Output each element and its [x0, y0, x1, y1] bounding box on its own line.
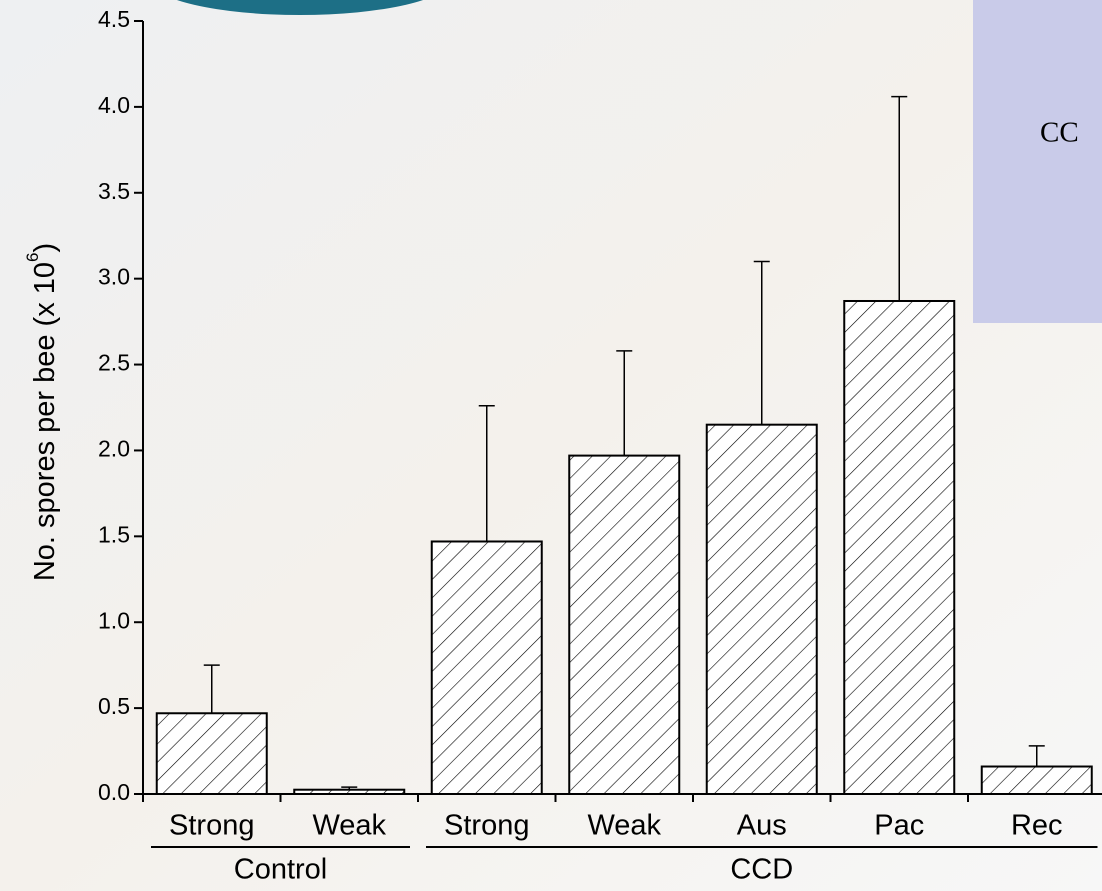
background-blob [176, 0, 424, 15]
y-tick-label: 3.5 [98, 178, 130, 204]
x-tick-label: Aus [737, 810, 787, 842]
bar [705, 423, 818, 795]
y-label-text: No. spores per bee (x 10 [29, 262, 61, 581]
x-tick-label: Strong [169, 810, 254, 842]
bar [430, 540, 543, 796]
y-tick-label: 4.0 [98, 92, 130, 118]
overlay-text: CC [1040, 117, 1079, 149]
y-tick-label: 0.5 [98, 693, 130, 719]
x-tick-label: Weak [587, 810, 661, 842]
y-tick-label: 2.0 [98, 436, 130, 462]
y-label-sup: 6 [23, 253, 42, 262]
y-tick-label: 1.0 [98, 607, 130, 633]
y-label-end: ) [29, 243, 61, 253]
x-tick-label: Pac [874, 810, 924, 842]
y-tick-label: 1.5 [98, 521, 130, 547]
bar [568, 454, 681, 795]
y-tick-label: 0.0 [98, 779, 130, 805]
bar [843, 299, 956, 795]
overlay-box [973, 0, 1102, 323]
x-tick-label: Strong [444, 810, 529, 842]
group-label: Control [234, 854, 328, 886]
bar [155, 712, 268, 796]
bar [980, 765, 1093, 796]
y-tick-label: 3.0 [98, 264, 130, 290]
bar [293, 788, 406, 796]
y-tick-label: 4.5 [98, 6, 130, 32]
group-label: CCD [730, 854, 793, 886]
x-tick-label: Weak [312, 810, 386, 842]
y-tick-label: 2.5 [98, 350, 130, 376]
x-tick-label: Rec [1011, 810, 1063, 842]
y-axis-label: No. spores per bee (x 106) [23, 243, 60, 581]
